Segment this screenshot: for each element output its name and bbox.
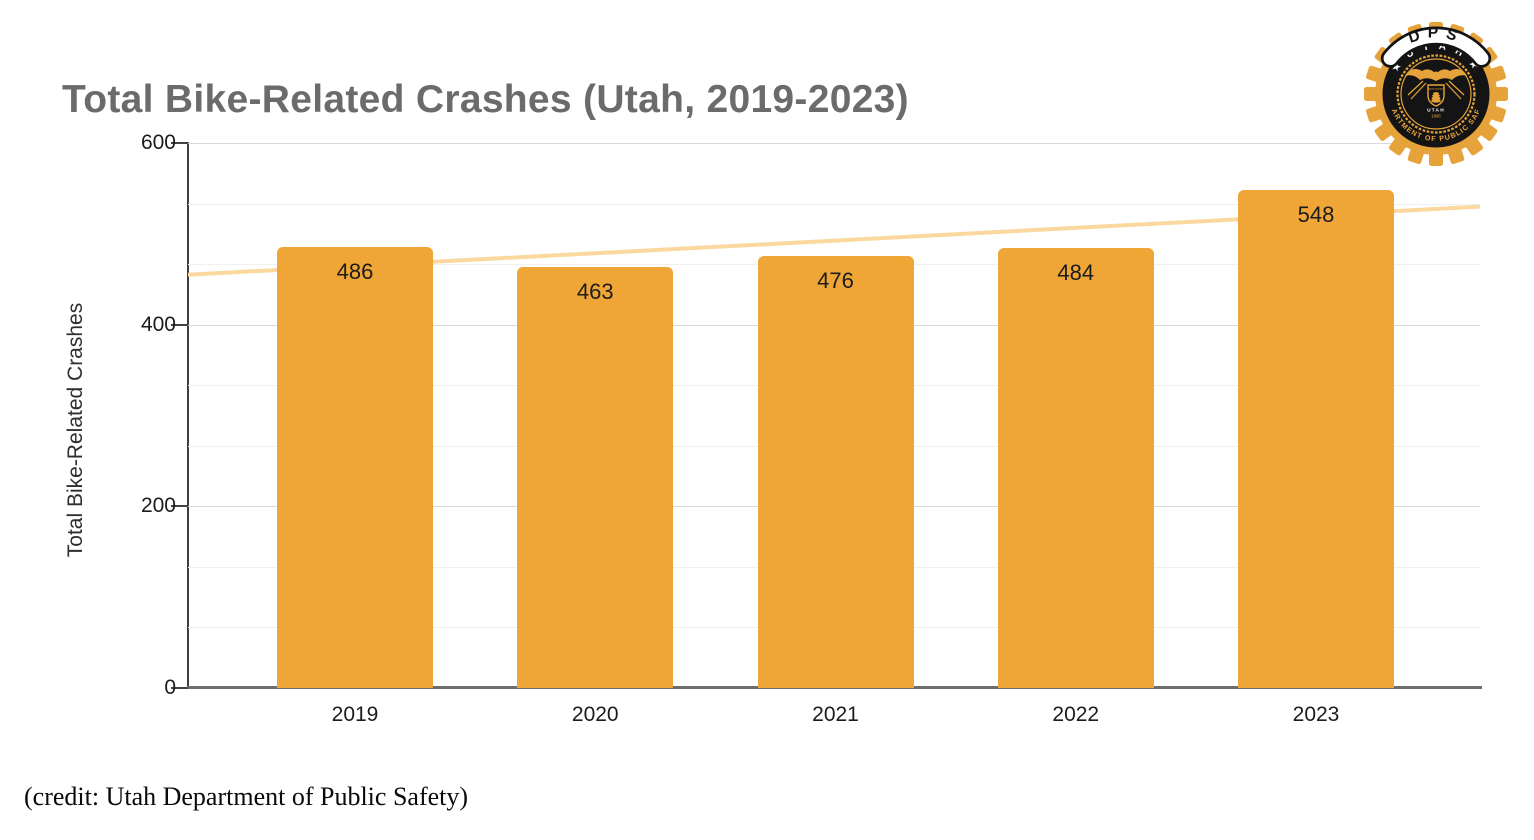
y-axis-tick	[171, 323, 188, 326]
bar-2019	[277, 246, 433, 688]
y-axis-tick	[171, 142, 188, 144]
seal-state-text: UTAH	[1427, 108, 1445, 114]
utah-dps-logo: ★ U T A H ★ DEPARTMENT OF PUBLIC SAFETY …	[1364, 22, 1508, 166]
y-tick-label: 400	[140, 312, 176, 336]
plot-area: 486 463 476 484 548	[187, 142, 1481, 688]
seal-motto-text: INDUSTRY	[1428, 87, 1443, 91]
bar-value-label: 484	[1057, 260, 1095, 286]
beehive-icon	[1431, 92, 1441, 103]
eagle-head-icon	[1434, 71, 1438, 76]
y-axis-tick	[171, 505, 188, 508]
x-tick-label: 2020	[571, 703, 619, 726]
bar-value-label: 486	[336, 258, 374, 284]
bar-value-label: 476	[817, 267, 854, 293]
x-tick-label: 2023	[1292, 703, 1340, 726]
seal-emblem: INDUSTRY UTAH 1896	[1405, 68, 1467, 119]
bar-value-label: 548	[1297, 202, 1335, 228]
bar-2020	[517, 267, 674, 688]
x-tick-label: 2022	[1052, 703, 1100, 726]
major-gridline	[188, 142, 1480, 144]
flags-icon	[1407, 80, 1465, 100]
chart-title: Total Bike-Related Crashes (Utah, 2019-2…	[62, 78, 909, 122]
y-axis-line	[187, 142, 189, 688]
y-axis-title: Total Bike-Related Crashes	[64, 302, 87, 558]
y-axis-tick	[171, 687, 188, 689]
x-tick-label: 2019	[331, 703, 379, 726]
bar-2022	[997, 248, 1154, 688]
seal-year-text: 1896	[1431, 114, 1441, 119]
dps-banner: DPS	[1380, 25, 1492, 68]
x-tick-label: 2021	[812, 703, 859, 726]
y-tick-label: 600	[140, 131, 176, 154]
bar-2021	[757, 255, 914, 688]
y-tick-label: 200	[140, 494, 176, 518]
bar-2023	[1238, 190, 1394, 688]
rope-ring-icon	[1396, 54, 1476, 134]
minor-gridline	[188, 203, 1480, 205]
bar-value-label: 463	[576, 279, 614, 305]
credit-line: (credit: Utah Department of Public Safet…	[24, 782, 469, 811]
y-tick-label: 0	[164, 676, 176, 699]
